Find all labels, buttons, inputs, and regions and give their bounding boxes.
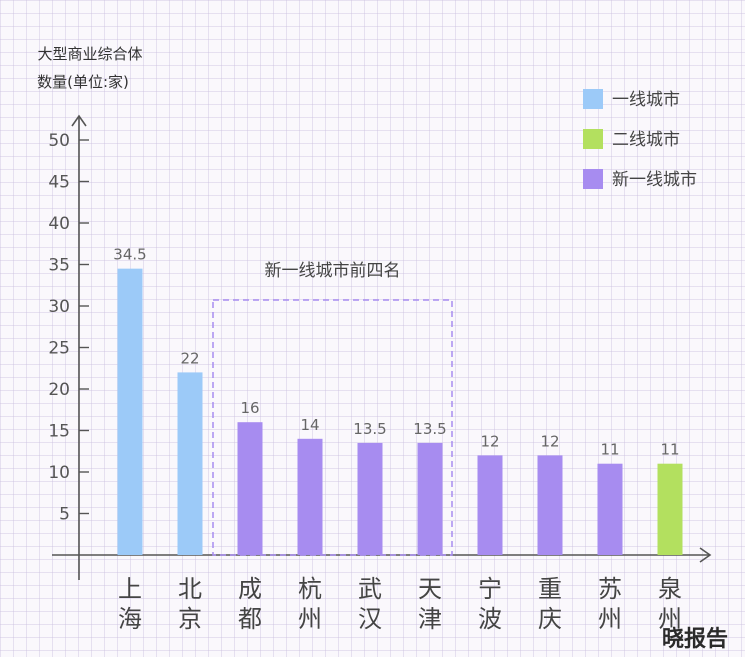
watermark: 晓报告 <box>662 627 728 652</box>
x-tick-label: 北京 <box>178 575 202 633</box>
y-tick-label: 15 <box>48 422 70 442</box>
legend-swatch <box>583 89 603 109</box>
y-tick-label: 35 <box>48 256 70 276</box>
x-axis-arrow <box>699 547 712 563</box>
y-tick-label: 25 <box>48 339 70 359</box>
bar <box>357 442 383 555</box>
x-tick-label-char: 泉 <box>658 575 682 603</box>
x-tick-label: 杭州 <box>298 575 322 633</box>
bar-value-label: 22 <box>180 349 199 367</box>
x-tick-label-char: 海 <box>118 605 142 633</box>
x-tick-label: 武汉 <box>358 575 382 633</box>
bars: 34.5上海22北京16成都14杭州13.5武汉13.5天津12宁波12重庆11… <box>113 246 683 633</box>
x-tick-label: 重庆 <box>538 575 562 633</box>
bar-value-label: 12 <box>480 432 499 450</box>
y-tick-label: 5 <box>59 505 70 525</box>
x-tick-label: 宁波 <box>478 575 502 633</box>
legend-item: 二线城市 <box>583 129 680 150</box>
bar <box>117 268 143 555</box>
x-tick-label-char: 成 <box>238 575 262 603</box>
y-tick-label: 20 <box>48 380 70 400</box>
x-tick-label-char: 州 <box>598 605 622 633</box>
y-axis-arrow <box>71 114 87 127</box>
x-tick-label: 泉州 <box>658 575 682 633</box>
bar-value-label: 34.5 <box>113 246 146 264</box>
bar <box>537 455 563 555</box>
bar-value-label: 13.5 <box>353 420 386 438</box>
bar-value-label: 16 <box>240 399 259 417</box>
bar-value-label: 11 <box>600 441 619 459</box>
bar-value-label: 12 <box>540 432 559 450</box>
x-tick-label-char: 苏 <box>598 575 622 603</box>
y-axis-title-line-2: 数量(单位:家) <box>37 73 129 91</box>
bar <box>477 455 503 555</box>
x-tick-label-char: 重 <box>538 575 562 603</box>
y-axis-title: 大型商业综合体 数量(单位:家) <box>37 45 142 91</box>
y-tick-label: 10 <box>48 463 70 483</box>
x-tick-label-char: 州 <box>298 605 322 633</box>
x-tick-label-char: 天 <box>418 575 442 603</box>
x-tick-label-char: 汉 <box>358 605 382 633</box>
y-axis-title-line-1: 大型商业综合体 <box>37 45 142 63</box>
bar-value-label: 11 <box>660 441 679 459</box>
x-tick-label-char: 武 <box>358 575 382 603</box>
y-tick-label: 45 <box>48 173 70 193</box>
legend-label: 新一线城市 <box>612 170 697 190</box>
bar <box>597 463 623 555</box>
y-tick-label: 40 <box>48 214 70 234</box>
bar <box>177 372 203 555</box>
x-tick-label: 天津 <box>418 575 442 633</box>
x-tick-label-char: 宁 <box>478 575 502 603</box>
x-tick-label-char: 都 <box>238 605 262 633</box>
legend-label: 一线城市 <box>612 90 680 110</box>
annotation-box <box>212 299 453 556</box>
bar <box>237 422 263 555</box>
annotation: 新一线城市前四名 <box>212 261 453 556</box>
legend-swatch <box>583 169 603 189</box>
annotation-label: 新一线城市前四名 <box>265 261 401 281</box>
legend-item: 新一线城市 <box>583 169 697 190</box>
x-tick-label-char: 津 <box>418 605 442 633</box>
x-tick-label-char: 杭 <box>298 575 322 603</box>
y-tick-label: 50 <box>48 131 70 151</box>
x-tick-label-char: 上 <box>118 575 142 603</box>
bar-value-label: 13.5 <box>413 420 446 438</box>
bar <box>657 463 683 555</box>
bar-value-label: 14 <box>300 416 319 434</box>
x-tick-label: 苏州 <box>598 575 622 633</box>
legend-swatch <box>583 129 603 149</box>
bar <box>297 438 323 555</box>
x-tick-label-char: 波 <box>478 605 502 633</box>
x-tick-label-char: 北 <box>178 575 202 603</box>
legend-item: 一线城市 <box>583 89 680 110</box>
bar <box>417 442 443 555</box>
x-tick-label: 上海 <box>118 575 142 633</box>
x-tick-label-char: 州 <box>658 605 682 633</box>
axes: 5 10 15 20 25 30 35 40 45 50 <box>48 114 712 580</box>
y-tick-label: 30 <box>48 297 70 317</box>
x-tick-label-char: 京 <box>178 605 202 633</box>
x-tick-label: 成都 <box>238 575 262 633</box>
x-tick-label-char: 庆 <box>538 605 562 633</box>
legend-label: 二线城市 <box>612 130 680 150</box>
